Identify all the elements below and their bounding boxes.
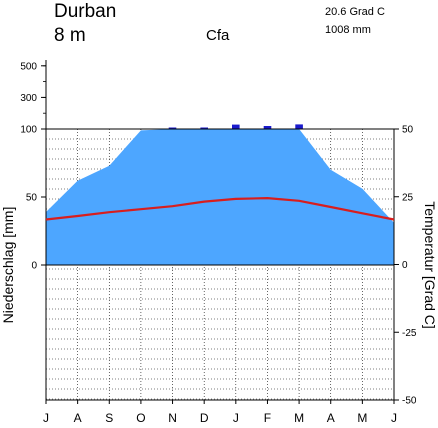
climate-class: Cfa bbox=[206, 27, 230, 44]
precip-tick-label: 100 bbox=[20, 125, 37, 136]
month-label: J bbox=[391, 411, 397, 425]
precip-tick-label: 0 bbox=[31, 261, 37, 272]
station-elevation: 8 m bbox=[54, 25, 86, 46]
excess-precip-bar bbox=[232, 124, 240, 129]
temp-tick-label: 50 bbox=[402, 125, 414, 136]
temperature-line-group bbox=[45, 197, 395, 221]
tick-labels: J A S O N D J F M A M J 0 50 100 300 500 -50 -25 0 25 50 bbox=[20, 61, 417, 425]
temp-tick-label: 0 bbox=[402, 260, 408, 271]
month-label: J bbox=[233, 411, 239, 425]
temperature-axis-label: Temperatur [Grad C] bbox=[422, 201, 438, 329]
precipitation-fill bbox=[46, 129, 394, 265]
temp-tick-label: -50 bbox=[402, 396, 417, 407]
month-label: F bbox=[264, 411, 271, 425]
month-label: N bbox=[168, 411, 177, 425]
month-label: J bbox=[43, 411, 49, 425]
annual-precipitation: 1008 mm bbox=[325, 24, 371, 36]
precipitation-area bbox=[46, 124, 394, 265]
excess-precip-bar bbox=[263, 126, 272, 129]
temp-tick-label: 25 bbox=[402, 192, 414, 203]
mean-temperature: 20.6 Grad C bbox=[325, 6, 385, 18]
excess-precip-bar bbox=[168, 127, 177, 129]
month-label: M bbox=[357, 411, 367, 425]
precipitation-axis-label: Niederschlag [mm] bbox=[0, 207, 16, 324]
month-label: A bbox=[327, 411, 335, 425]
excess-precip-bar bbox=[295, 124, 303, 129]
month-label: O bbox=[136, 411, 145, 425]
precip-tick-label: 300 bbox=[20, 93, 37, 104]
month-label: D bbox=[200, 411, 209, 425]
temp-tick-label: -25 bbox=[402, 328, 417, 339]
precip-tick-label: 50 bbox=[26, 193, 38, 204]
month-label: S bbox=[105, 411, 113, 425]
excess-precip-bar bbox=[200, 127, 208, 129]
month-label: A bbox=[74, 411, 82, 425]
precip-tick-label: 500 bbox=[20, 61, 37, 72]
temperature-line bbox=[45, 197, 395, 221]
station-name: Durban bbox=[54, 1, 116, 22]
month-label: M bbox=[294, 411, 304, 425]
